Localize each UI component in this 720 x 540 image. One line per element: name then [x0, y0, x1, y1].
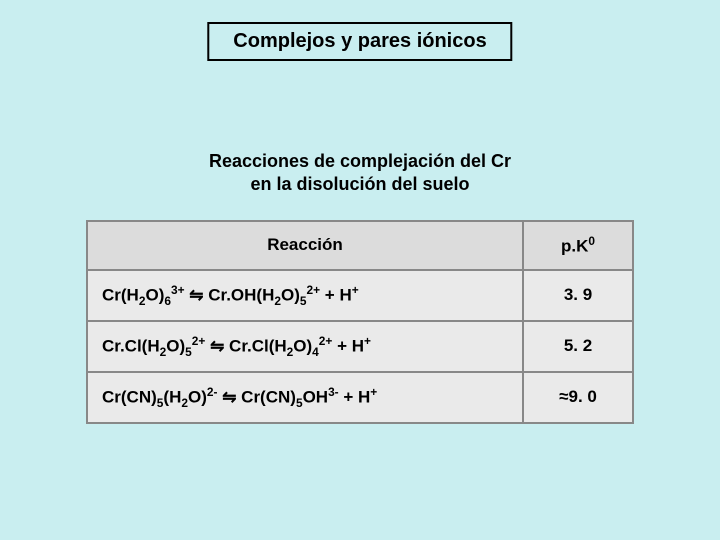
subtitle: Reacciones de complejación del Cr en la … — [209, 150, 511, 195]
table-row: Cr.Cl(H2O)52+ ⇋ Cr.Cl(H2O)42+ + H+ 5. 2 — [87, 321, 633, 372]
pk-cell: 5. 2 — [523, 321, 633, 372]
pk-label: p.K — [561, 237, 588, 256]
col-header-reaction: Reacción — [87, 221, 523, 270]
subtitle-line-1: Reacciones de complejación del Cr — [209, 151, 511, 171]
reaction-cell: Cr(H2O)63+ ⇋ Cr.OH(H2O)52+ + H+ — [87, 270, 523, 321]
table-row: Cr(H2O)63+ ⇋ Cr.OH(H2O)52+ + H+ 3. 9 — [87, 270, 633, 321]
pk-cell: 3. 9 — [523, 270, 633, 321]
col-header-pk: p.K0 — [523, 221, 633, 270]
reaction-cell: Cr.Cl(H2O)52+ ⇋ Cr.Cl(H2O)42+ + H+ — [87, 321, 523, 372]
pk-cell: ≈9. 0 — [523, 372, 633, 423]
reaction-cell: Cr(CN)5(H2O)2- ⇋ Cr(CN)5OH3- + H+ — [87, 372, 523, 423]
reactions-table: Reacción p.K0 Cr(H2O)63+ ⇋ Cr.OH(H2O)52+… — [86, 220, 634, 424]
subtitle-line-2: en la disolución del suelo — [250, 174, 469, 194]
table-header-row: Reacción p.K0 — [87, 221, 633, 270]
page-title: Complejos y pares iónicos — [207, 22, 512, 61]
table-row: Cr(CN)5(H2O)2- ⇋ Cr(CN)5OH3- + H+ ≈9. 0 — [87, 372, 633, 423]
pk-sup: 0 — [588, 234, 595, 248]
